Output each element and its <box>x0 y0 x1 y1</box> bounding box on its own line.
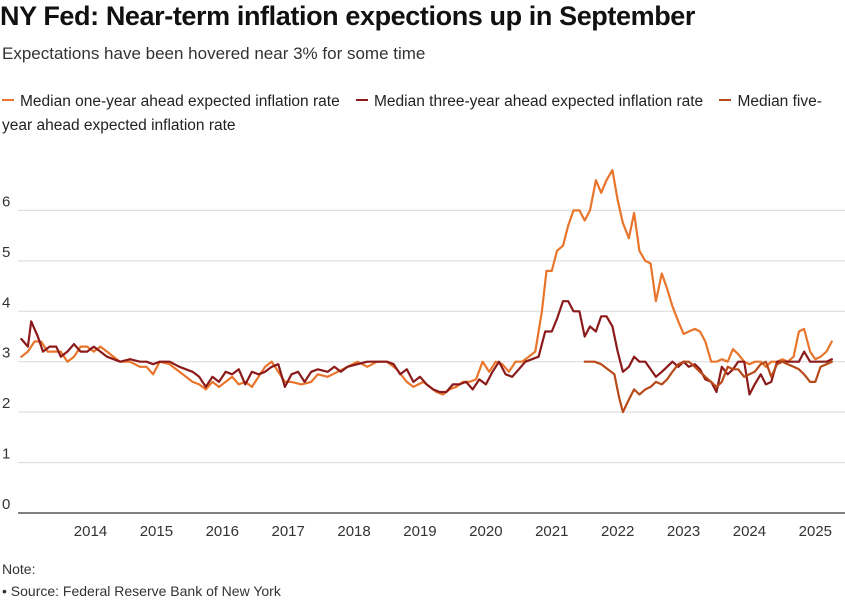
x-tick-label-2017: 2017 <box>271 523 304 540</box>
y-tick-label-2: 2 <box>2 395 10 412</box>
legend-item-five-year: Median five-year ahead expected inflatio… <box>2 93 822 134</box>
chart-title: NY Fed: Near-term inflation expections u… <box>0 1 696 31</box>
legend-swatch-one-year <box>2 98 14 101</box>
grid-layer <box>18 209 845 464</box>
series-line-three-year <box>20 300 833 396</box>
x-tick-label-2014: 2014 <box>74 523 107 540</box>
legend-label-one-year: Median one-year ahead expected inflation… <box>20 93 340 110</box>
x-tick-label-2023: 2023 <box>667 523 700 540</box>
x-tick-label-2020: 2020 <box>469 523 502 540</box>
legend-swatch-three-year <box>356 98 368 101</box>
series-line-five-year <box>583 360 833 414</box>
y-tick-label-5: 5 <box>2 244 10 261</box>
legend-swatch-five-year <box>719 98 732 101</box>
chart-subtitle: Expectations have been hovered near 3% f… <box>2 44 426 63</box>
source-text: • Source: Federal Reserve Bank of New Yo… <box>2 583 281 599</box>
axis-layer: 0 1 2 3 4 5 6 2014 2015 2016 2017 2018 2019 2020 2021 2… <box>2 193 845 540</box>
x-tick-label-2022: 2022 <box>601 523 634 540</box>
y-tick-label-1: 1 <box>2 446 10 463</box>
chart-note: Note: • Source: Federal Reserve Bank of … <box>2 558 281 602</box>
y-tick-label-6: 6 <box>2 193 10 210</box>
x-tick-label-2018: 2018 <box>337 523 370 540</box>
x-tick-label-2021: 2021 <box>535 523 568 540</box>
legend-item-one-year: Median one-year ahead expected inflation… <box>2 93 340 110</box>
x-tick-label-2024: 2024 <box>733 523 766 540</box>
legend-label-three-year: Median three-year ahead expected inflati… <box>374 93 704 110</box>
x-tick-label-2016: 2016 <box>206 523 239 540</box>
y-tick-label-4: 4 <box>2 294 10 311</box>
x-tick-label-2025: 2025 <box>799 523 832 540</box>
line-chart: 0 1 2 3 4 5 6 2014 2015 2016 2017 2018 2019 2020 2021 2… <box>2 169 845 540</box>
note-label: Note: <box>2 561 36 577</box>
x-tick-label-2015: 2015 <box>140 523 173 540</box>
y-tick-label-3: 3 <box>2 345 10 362</box>
series-layer <box>20 169 833 414</box>
x-tick-label-2019: 2019 <box>403 523 436 540</box>
legend-item-three-year: Median three-year ahead expected inflati… <box>356 93 703 110</box>
legend-label-five-year: Median five-year ahead expected inflatio… <box>2 93 822 134</box>
series-line-one-year <box>20 169 833 396</box>
y-tick-label-0: 0 <box>2 496 10 513</box>
chart-legend: Median one-year ahead expected inflation… <box>2 90 845 138</box>
